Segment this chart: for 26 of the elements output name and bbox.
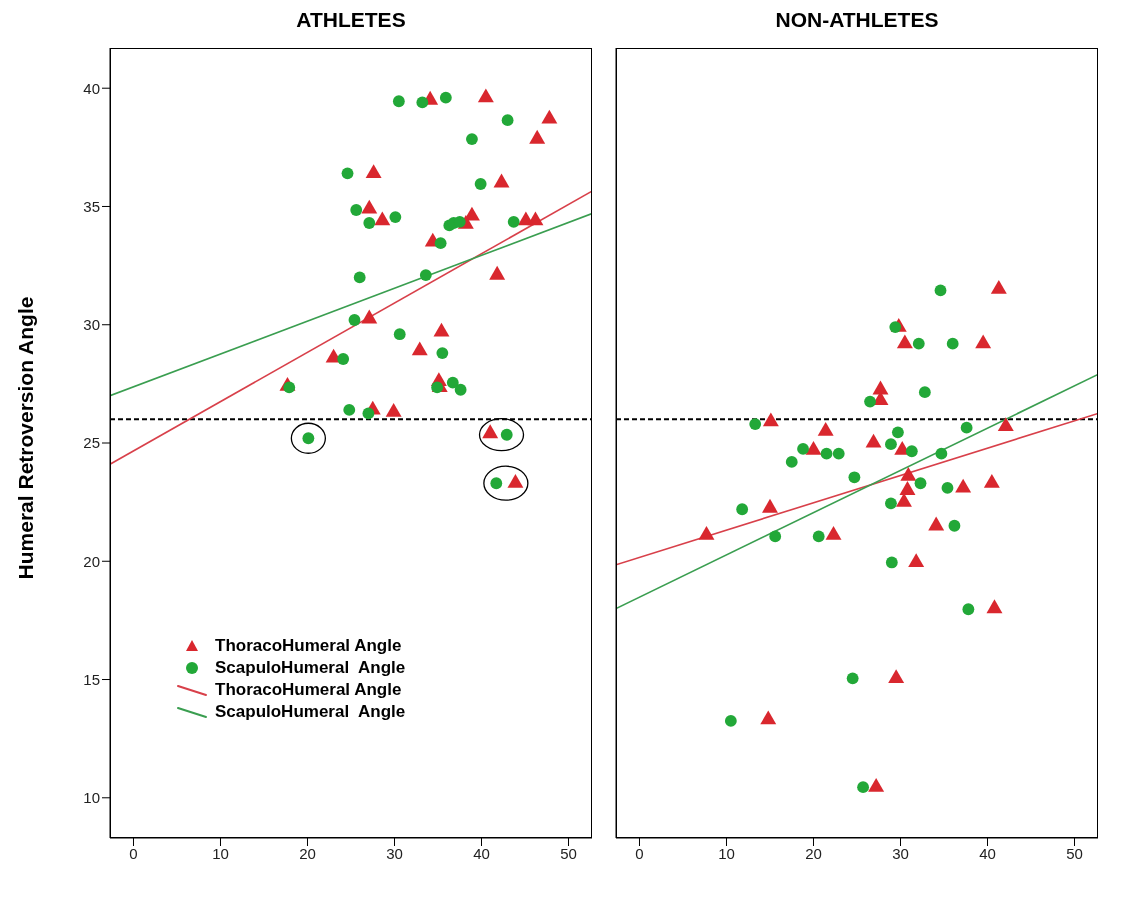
y-tick-label: 35 — [83, 197, 100, 215]
y-axis-title: Humeral Retroversion Angle — [14, 296, 38, 580]
x-tick-label: 0 — [635, 844, 644, 862]
x-tick-label: 30 — [386, 844, 403, 862]
x-tick-label: 10 — [212, 844, 229, 862]
x-tick-label: 20 — [805, 844, 822, 862]
x-tick-label: 0 — [129, 844, 138, 862]
y-tick-label: 30 — [83, 316, 100, 334]
legend-label: ThoracoHumeral Angle — [215, 635, 402, 657]
chart-title: ATHLETES — [295, 8, 407, 33]
x-tick-label: 20 — [299, 844, 316, 862]
x-tick-label: 30 — [892, 844, 909, 862]
chart-title: NON-ATHLETES — [774, 8, 940, 33]
legend-label: ThoracoHumeral Angle — [215, 679, 402, 701]
x-tick-label: 10 — [718, 844, 735, 862]
y-tick-label: 10 — [83, 789, 100, 807]
y-tick-label: 25 — [83, 434, 100, 452]
x-tick-label: 50 — [560, 844, 577, 862]
x-tick-label: 40 — [979, 844, 996, 862]
x-tick-label: 50 — [1066, 844, 1083, 862]
legend-label: ScapuloHumeral Angle — [215, 657, 406, 679]
y-tick-label: 20 — [83, 552, 100, 570]
legend-label: ScapuloHumeral Angle — [215, 701, 406, 723]
y-tick-label: 15 — [83, 670, 100, 688]
x-tick-label: 40 — [473, 844, 490, 862]
y-tick-label: 40 — [83, 79, 100, 97]
